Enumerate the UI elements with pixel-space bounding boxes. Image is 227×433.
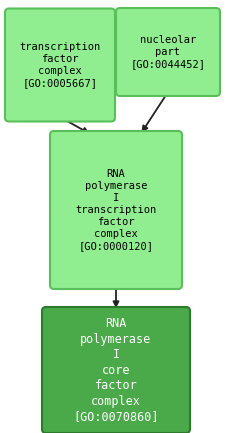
FancyBboxPatch shape <box>116 8 219 96</box>
Text: nucleolar
part
[GO:0044452]: nucleolar part [GO:0044452] <box>130 35 205 69</box>
Text: RNA
polymerase
I
core
factor
complex
[GO:0070860]: RNA polymerase I core factor complex [GO… <box>73 317 158 423</box>
FancyBboxPatch shape <box>5 9 114 122</box>
Text: RNA
polymerase
I
transcription
factor
complex
[GO:0000120]: RNA polymerase I transcription factor co… <box>75 169 156 251</box>
FancyBboxPatch shape <box>42 307 189 433</box>
Text: transcription
factor
complex
[GO:0005667]: transcription factor complex [GO:0005667… <box>19 42 100 88</box>
FancyBboxPatch shape <box>50 131 181 289</box>
